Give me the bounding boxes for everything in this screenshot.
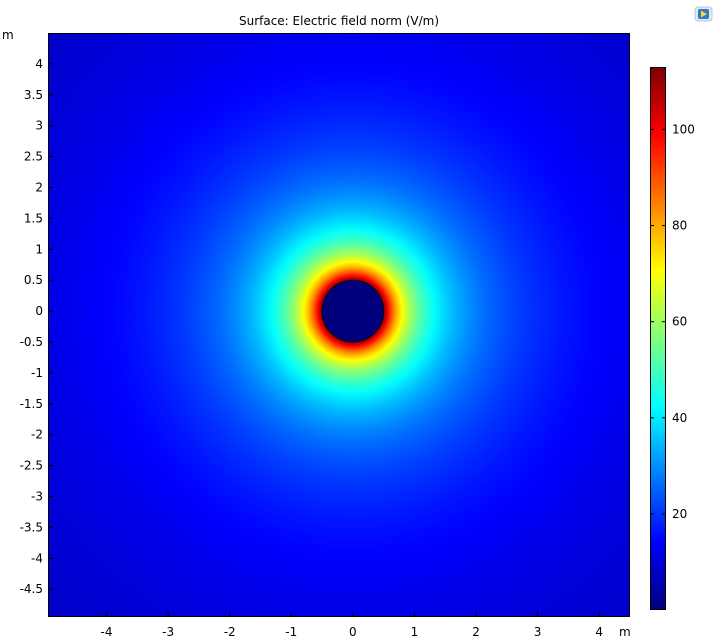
- y-tick-label: 0.5: [24, 273, 43, 287]
- x-tick-label: -2: [224, 625, 236, 639]
- plot-frame: [48, 33, 630, 617]
- x-tick-label: 0: [349, 625, 357, 639]
- y-tick-label: -3.5: [20, 520, 43, 534]
- y-tick-label: 0: [35, 304, 43, 318]
- y-tick-label: 2.5: [24, 150, 43, 164]
- colorbar-tick-label: 40: [672, 411, 687, 425]
- x-tick-label: 1: [411, 625, 419, 639]
- y-tick-label: -1: [31, 366, 43, 380]
- y-tick-label: 2: [35, 180, 43, 194]
- colorbar-tick-label: 80: [672, 219, 687, 233]
- colorbar-tick-label: 100: [672, 122, 695, 136]
- comsol-logo-icon-graphic: [694, 6, 713, 22]
- x-tick-label: 3: [534, 625, 542, 639]
- x-axis-unit: m: [619, 625, 631, 639]
- colorbar-gradient: [650, 67, 666, 610]
- chart-title: Surface: Electric field norm (V/m): [238, 14, 440, 28]
- y-tick-label: -1.5: [20, 397, 43, 411]
- y-tick-label: -4.5: [20, 582, 43, 596]
- y-axis-unit: m: [2, 28, 14, 42]
- colorbar: 20 40 60 80 100: [650, 67, 695, 610]
- x-tick-label: -3: [162, 625, 174, 639]
- y-tick-label: -3: [31, 489, 43, 503]
- x-tick-label: 4: [595, 625, 603, 639]
- colorbar-tick-label: 60: [672, 315, 687, 329]
- y-tick-label: 1.5: [24, 211, 43, 225]
- x-tick-label: 2: [472, 625, 480, 639]
- axes: -4 -3 -2 -1 0 1 2 3 4 4 3.5 3 2.5 2 1.5 1 0.5 0 -0.5 -1 -1.5…: [2, 28, 631, 639]
- plot-area: [48, 33, 630, 617]
- y-tick-label: 3.5: [24, 88, 43, 102]
- y-tick-label: 4: [35, 57, 43, 71]
- comsol-logo-icon[interactable]: [693, 5, 715, 29]
- x-tick-label: -1: [285, 625, 297, 639]
- y-tick-label: -0.5: [20, 335, 43, 349]
- x-tick-label: -4: [101, 625, 113, 639]
- y-tick-label: -4: [31, 551, 43, 565]
- y-tick-label: -2.5: [20, 459, 43, 473]
- conductor-disk: [321, 279, 385, 343]
- y-tick-label: 3: [35, 119, 43, 133]
- colorbar-tick-label: 20: [672, 507, 687, 521]
- y-tick-label: 1: [35, 242, 43, 256]
- y-tick-label: -2: [31, 428, 43, 442]
